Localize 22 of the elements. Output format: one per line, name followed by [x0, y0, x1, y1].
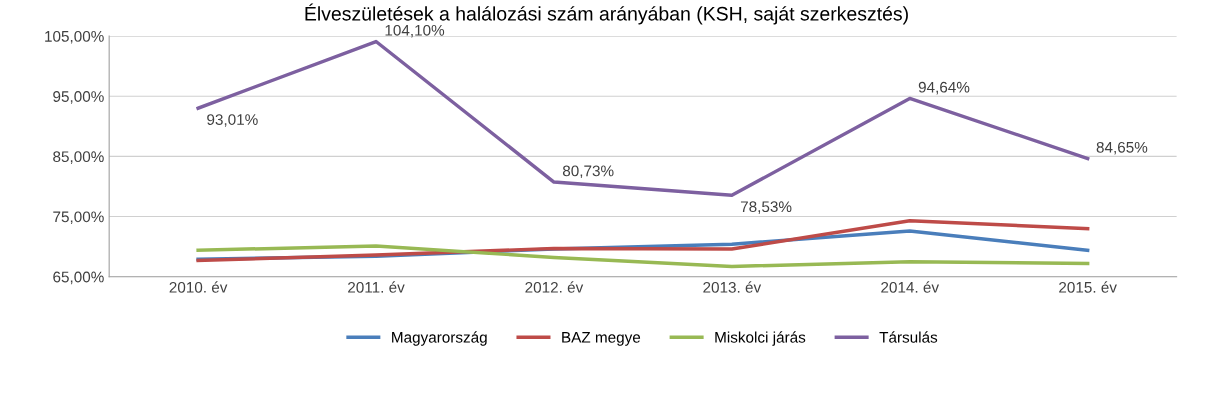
y-tick-label: 75,00% [53, 211, 104, 225]
data-label: 80,73% [562, 165, 614, 179]
y-tick-label: 65,00% [53, 271, 104, 285]
x-tick-label: 2010. év [169, 281, 228, 293]
y-tick-label: 85,00% [53, 151, 104, 164]
data-label: 104,10% [385, 24, 445, 38]
legend-label: Miskolci járás [715, 331, 806, 346]
legend-label: Magyarország [392, 331, 487, 346]
data-label: 93,01% [207, 114, 258, 127]
data-label: 84,65% [1096, 141, 1148, 155]
x-tick-label: 2013. év [703, 281, 762, 293]
legend-label: Társulás [879, 331, 938, 343]
chart-title: Élveszületések a halálozási szám arányában (KSH, saját szerkesztés) [305, 3, 908, 25]
data-label: 94,64% [918, 81, 970, 95]
y-tick-label: 95,00% [53, 91, 104, 104]
data-label: 78,53% [740, 201, 792, 214]
x-tick-label: 2012. év [525, 281, 584, 293]
x-tick-label: 2011. év [348, 281, 405, 293]
legend-label: BAZ megye [562, 332, 641, 346]
x-tick-label: 2015. év [1059, 281, 1117, 293]
y-tick-label: 105,00% [45, 30, 104, 44]
x-tick-label: 2014. év [881, 281, 940, 293]
